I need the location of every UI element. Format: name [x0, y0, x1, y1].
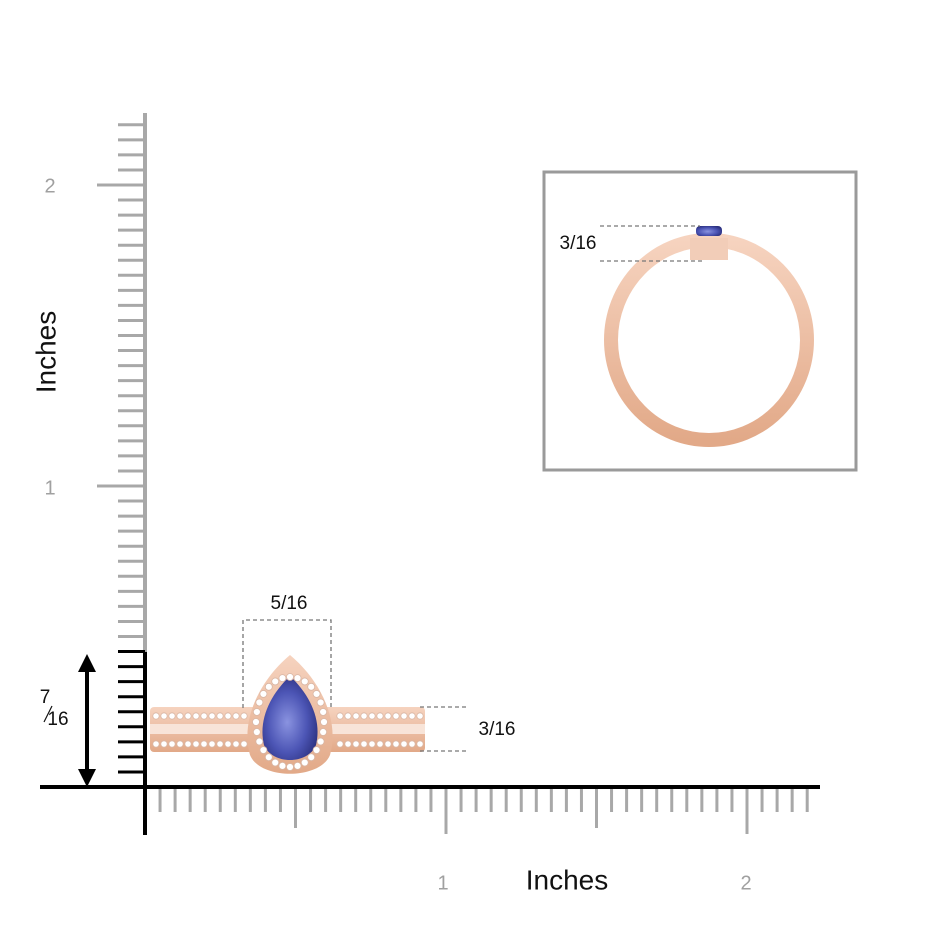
stone: [408, 740, 416, 748]
stone: [168, 740, 176, 748]
ring-front-view: [150, 655, 425, 774]
y-tick-label: 1: [44, 477, 55, 499]
stone: [192, 740, 200, 748]
halo-stone: [300, 758, 309, 767]
halo-stone: [255, 698, 264, 707]
stone: [208, 712, 216, 720]
stone: [152, 740, 160, 748]
fraction-slash: [43, 705, 53, 723]
stone: [224, 712, 232, 720]
halo-stone: [320, 718, 328, 726]
stone: [416, 712, 424, 720]
halo-stone: [316, 737, 325, 746]
height-numerator: 7: [40, 687, 51, 708]
halo-stone: [264, 753, 273, 762]
halo-stone: [271, 758, 280, 767]
stone: [216, 740, 224, 748]
stone: [224, 740, 232, 748]
halo-stone: [259, 690, 268, 698]
y-tick-label: 2: [44, 175, 55, 197]
stone: [232, 712, 240, 720]
stone: [208, 740, 216, 748]
stone: [376, 740, 384, 748]
band-height-label: 3/16: [479, 719, 516, 740]
halo-stone: [286, 763, 294, 771]
stone: [176, 712, 184, 720]
halo-stone: [307, 753, 316, 762]
stone: [184, 712, 192, 720]
stone: [360, 740, 368, 748]
halo-stone: [255, 737, 264, 746]
stone: [160, 740, 168, 748]
top-width-label: 5/16: [271, 593, 308, 614]
x-tick-label: 1: [437, 872, 448, 894]
x-tick-label: 2: [740, 872, 751, 894]
height-denominator: 16: [47, 709, 68, 730]
stone: [384, 712, 392, 720]
stone: [344, 740, 352, 748]
halo-stone: [278, 674, 287, 683]
band-guide: [420, 706, 466, 752]
halo-stone: [319, 728, 328, 736]
stone: [336, 740, 344, 748]
halo-stone: [312, 746, 321, 754]
halo-stone: [278, 761, 287, 770]
stone: [240, 712, 248, 720]
halo-stone: [319, 708, 328, 716]
stone: [232, 740, 240, 748]
setting-height-label: 3/16: [560, 233, 597, 254]
halo-stone: [293, 761, 302, 770]
halo-stone: [259, 746, 268, 754]
halo-stone: [293, 674, 302, 683]
stone: [200, 712, 208, 720]
stone: [360, 712, 368, 720]
halo-stone: [271, 677, 280, 686]
stone: [352, 712, 360, 720]
stone: [416, 740, 424, 748]
stone: [392, 712, 400, 720]
stone: [368, 712, 376, 720]
stone: [192, 712, 200, 720]
stone: [216, 712, 224, 720]
halo-stone: [312, 690, 321, 698]
stone: [352, 740, 360, 748]
stone: [392, 740, 400, 748]
stone: [184, 740, 192, 748]
halo-stone: [316, 698, 325, 707]
halo-stone: [252, 708, 261, 716]
stone: [400, 712, 408, 720]
y-axis-title: Inches: [30, 311, 61, 394]
stone: [376, 712, 384, 720]
stone: [400, 740, 408, 748]
halo-stone: [252, 728, 261, 736]
stone: [176, 740, 184, 748]
stone: [344, 712, 352, 720]
halo-stone: [300, 677, 309, 686]
accent-stones: [152, 673, 424, 771]
halo-stone: [307, 682, 316, 691]
stone: [152, 712, 160, 720]
width-guide: [242, 619, 332, 708]
halo-stone: [286, 673, 294, 681]
height-arrow: [78, 654, 96, 787]
halo-stone: [252, 718, 260, 726]
stone: [240, 740, 248, 748]
stone: [408, 712, 416, 720]
ruler: [40, 113, 820, 835]
stone: [368, 740, 376, 748]
stone: [160, 712, 168, 720]
stone: [200, 740, 208, 748]
setting-guide: [600, 225, 705, 262]
x-axis-title: Inches: [526, 864, 609, 895]
halo-stone: [264, 682, 273, 691]
ring-side-view: [604, 226, 814, 447]
stone: [168, 712, 176, 720]
stone: [384, 740, 392, 748]
stone: [336, 712, 344, 720]
